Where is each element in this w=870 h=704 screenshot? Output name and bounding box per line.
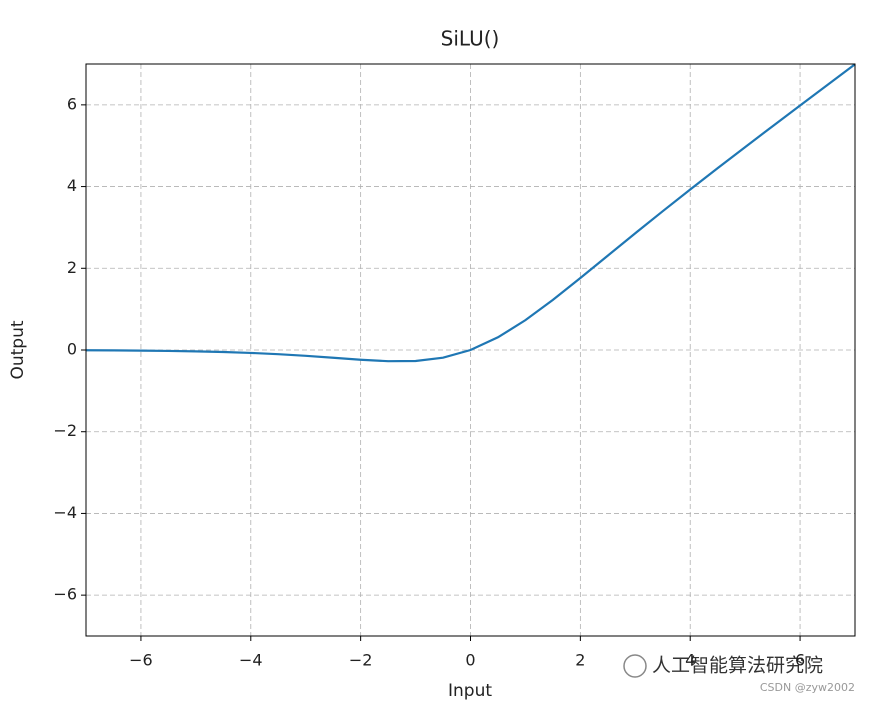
x-tick-label: 4 — [685, 651, 695, 670]
credit: CSDN @zyw2002 — [760, 681, 855, 694]
watermark-icon — [623, 654, 647, 678]
x-tick-label: −6 — [129, 651, 153, 670]
y-tick-label: −6 — [53, 585, 77, 604]
y-tick-label: 4 — [67, 176, 77, 195]
chart-title: SiLU() — [441, 27, 500, 51]
y-tick-label: 6 — [67, 94, 77, 113]
x-tick-label: 6 — [795, 651, 805, 670]
x-axis-label: Input — [448, 681, 492, 701]
y-tick-label: −4 — [53, 503, 77, 522]
x-tick-label: 2 — [575, 651, 585, 670]
line — [85, 63, 856, 363]
y-tick-label: −2 — [53, 421, 77, 440]
x-tick-label: −4 — [239, 651, 263, 670]
plot-frame — [85, 63, 856, 637]
y-axis-label: Output — [8, 320, 28, 379]
y-tick-label: 0 — [67, 340, 77, 359]
x-tick-label: 0 — [465, 651, 475, 670]
x-tick-label: −2 — [349, 651, 373, 670]
watermark: 人工智能算法研究院 — [652, 655, 823, 677]
y-tick-label: 2 — [67, 258, 77, 277]
